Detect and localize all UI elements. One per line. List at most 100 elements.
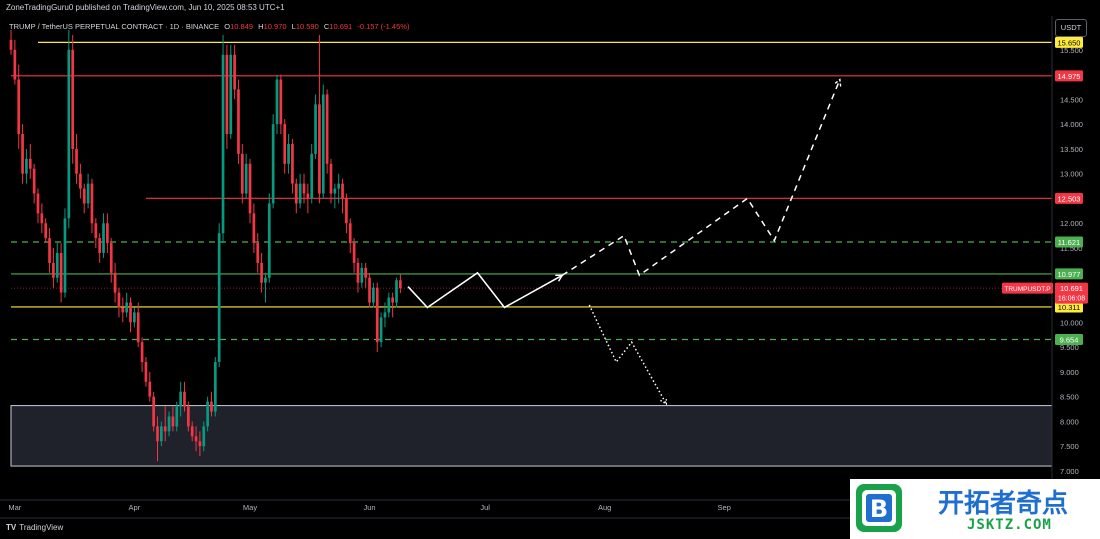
candle-body: [9, 39, 13, 50]
candle-body: [109, 243, 113, 273]
candle-body: [113, 272, 117, 293]
candle-body: [71, 49, 75, 149]
candle-body: [67, 49, 71, 219]
candle-body: [256, 243, 260, 263]
candle-body: [163, 426, 167, 432]
candle-body: [21, 134, 24, 174]
candle-body: [213, 361, 217, 412]
candle-body: [275, 79, 279, 125]
candle-body: [206, 401, 209, 427]
watermark-cn-text: 开拓者奇点: [938, 489, 1069, 519]
candle-body: [260, 262, 263, 283]
candle-body: [36, 193, 40, 214]
price-tick-label: 7.000: [1060, 467, 1079, 476]
support-zone-box[interactable]: [10, 405, 1053, 467]
projection-arrowhead: [660, 397, 668, 406]
candle-body: [194, 436, 198, 442]
price-label-badge: [1055, 70, 1083, 82]
price-label-badge: [1055, 236, 1083, 248]
candle-body: [383, 312, 387, 318]
candle-body: [329, 163, 333, 194]
candle-body: [395, 280, 398, 303]
price-tick-label: 7.500: [1060, 442, 1079, 451]
tradingview-logo-text: TradingView: [19, 523, 64, 532]
price-label-text: 11.621: [1058, 238, 1080, 247]
candle-body: [94, 223, 98, 239]
candle-body: [202, 426, 206, 447]
candle-body: [186, 406, 190, 427]
candle-body: [294, 183, 298, 204]
candle-body: [375, 287, 379, 343]
price-tick-label: 14.500: [1060, 95, 1083, 104]
candle-body: [372, 287, 375, 303]
candle-body: [210, 401, 213, 412]
price-tick-label: 8.000: [1060, 417, 1079, 426]
price-label-badge: [1055, 301, 1083, 313]
candle-body: [391, 297, 395, 303]
candle-body: [59, 252, 63, 293]
watermark-url: JSKTZ.COM: [967, 517, 1052, 533]
candle-body: [318, 104, 321, 194]
projection-path[interactable]: [407, 271, 563, 309]
candle-body: [152, 396, 155, 427]
candle-body: [102, 223, 105, 253]
price-label-text: 10.977: [1058, 270, 1081, 279]
support-zone-layer: [10, 405, 1053, 467]
time-tick-label: May: [243, 503, 257, 512]
projection-arrowhead: [833, 78, 842, 87]
candle-body: [156, 426, 159, 442]
price-label-badge: [1055, 333, 1083, 345]
price-axis-bg[interactable]: [1052, 16, 1100, 518]
levels-layer: [11, 41, 1052, 341]
price-tick-label: 9.000: [1060, 368, 1079, 377]
candle-body: [82, 188, 86, 204]
candle-body: [28, 158, 32, 169]
price-tick-label: 13.500: [1060, 145, 1083, 154]
projection-path[interactable]: [588, 304, 668, 405]
candle-body: [237, 89, 240, 154]
price-tick-label: 15.500: [1060, 46, 1083, 55]
countdown-value: 16:06:08: [1058, 296, 1085, 303]
candle-body: [325, 94, 329, 164]
candle-body: [79, 173, 82, 189]
candle-body: [133, 312, 136, 323]
watermark-logo-icon: B: [856, 484, 902, 532]
candle-body: [179, 391, 182, 407]
candle-body: [121, 307, 125, 313]
tradingview-logo-icon: TV: [6, 523, 17, 532]
currency-button[interactable]: USDT: [1055, 19, 1087, 37]
candle-body: [283, 124, 287, 164]
candle-body: [364, 267, 368, 278]
candle-body: [32, 168, 36, 194]
time-tick-label: Sep: [718, 503, 731, 512]
candle-body: [52, 262, 55, 278]
candle-body: [302, 183, 306, 194]
time-tick-label: Jul: [480, 503, 490, 512]
time-tick-label: Jun: [363, 503, 375, 512]
candle-body: [244, 163, 248, 194]
candle-body: [271, 124, 275, 204]
projection-path[interactable]: [561, 79, 841, 277]
candle-body: [314, 104, 317, 154]
tradingview-logo[interactable]: TV TradingView: [6, 523, 63, 532]
candle-body: [160, 426, 163, 442]
candle-body: [183, 391, 186, 407]
candle-body: [17, 79, 21, 135]
candle-body: [221, 54, 225, 234]
price-tick-label: 11.500: [1060, 244, 1082, 253]
current-price-badge: [1055, 282, 1088, 304]
price-label-badge: [1055, 36, 1083, 48]
price-label-text: 10.311: [1058, 303, 1080, 312]
candle-body: [148, 381, 152, 397]
candle-body: [198, 441, 202, 447]
projections-layer: [407, 78, 842, 406]
time-tick-label: Apr: [129, 503, 141, 512]
price-label-text: 15.650: [1058, 38, 1081, 47]
candle-body: [348, 223, 352, 244]
candle-body: [356, 262, 360, 283]
low-value: 10.590: [295, 22, 319, 31]
candle-body: [341, 183, 344, 199]
candle-body: [240, 153, 244, 194]
candle-body: [387, 297, 391, 313]
